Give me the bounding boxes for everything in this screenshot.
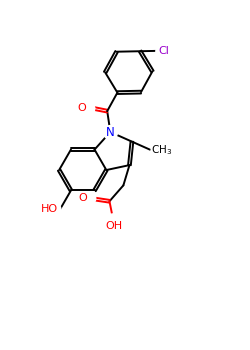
Text: OH: OH: [106, 221, 123, 231]
Text: HO: HO: [41, 204, 58, 214]
Text: Cl: Cl: [159, 46, 170, 56]
Text: O: O: [78, 194, 87, 203]
Text: CH$_3$: CH$_3$: [151, 143, 172, 156]
Text: O: O: [78, 103, 86, 113]
Text: N: N: [106, 126, 115, 139]
